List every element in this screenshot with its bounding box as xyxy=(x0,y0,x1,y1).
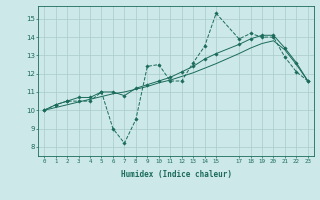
X-axis label: Humidex (Indice chaleur): Humidex (Indice chaleur) xyxy=(121,170,231,179)
